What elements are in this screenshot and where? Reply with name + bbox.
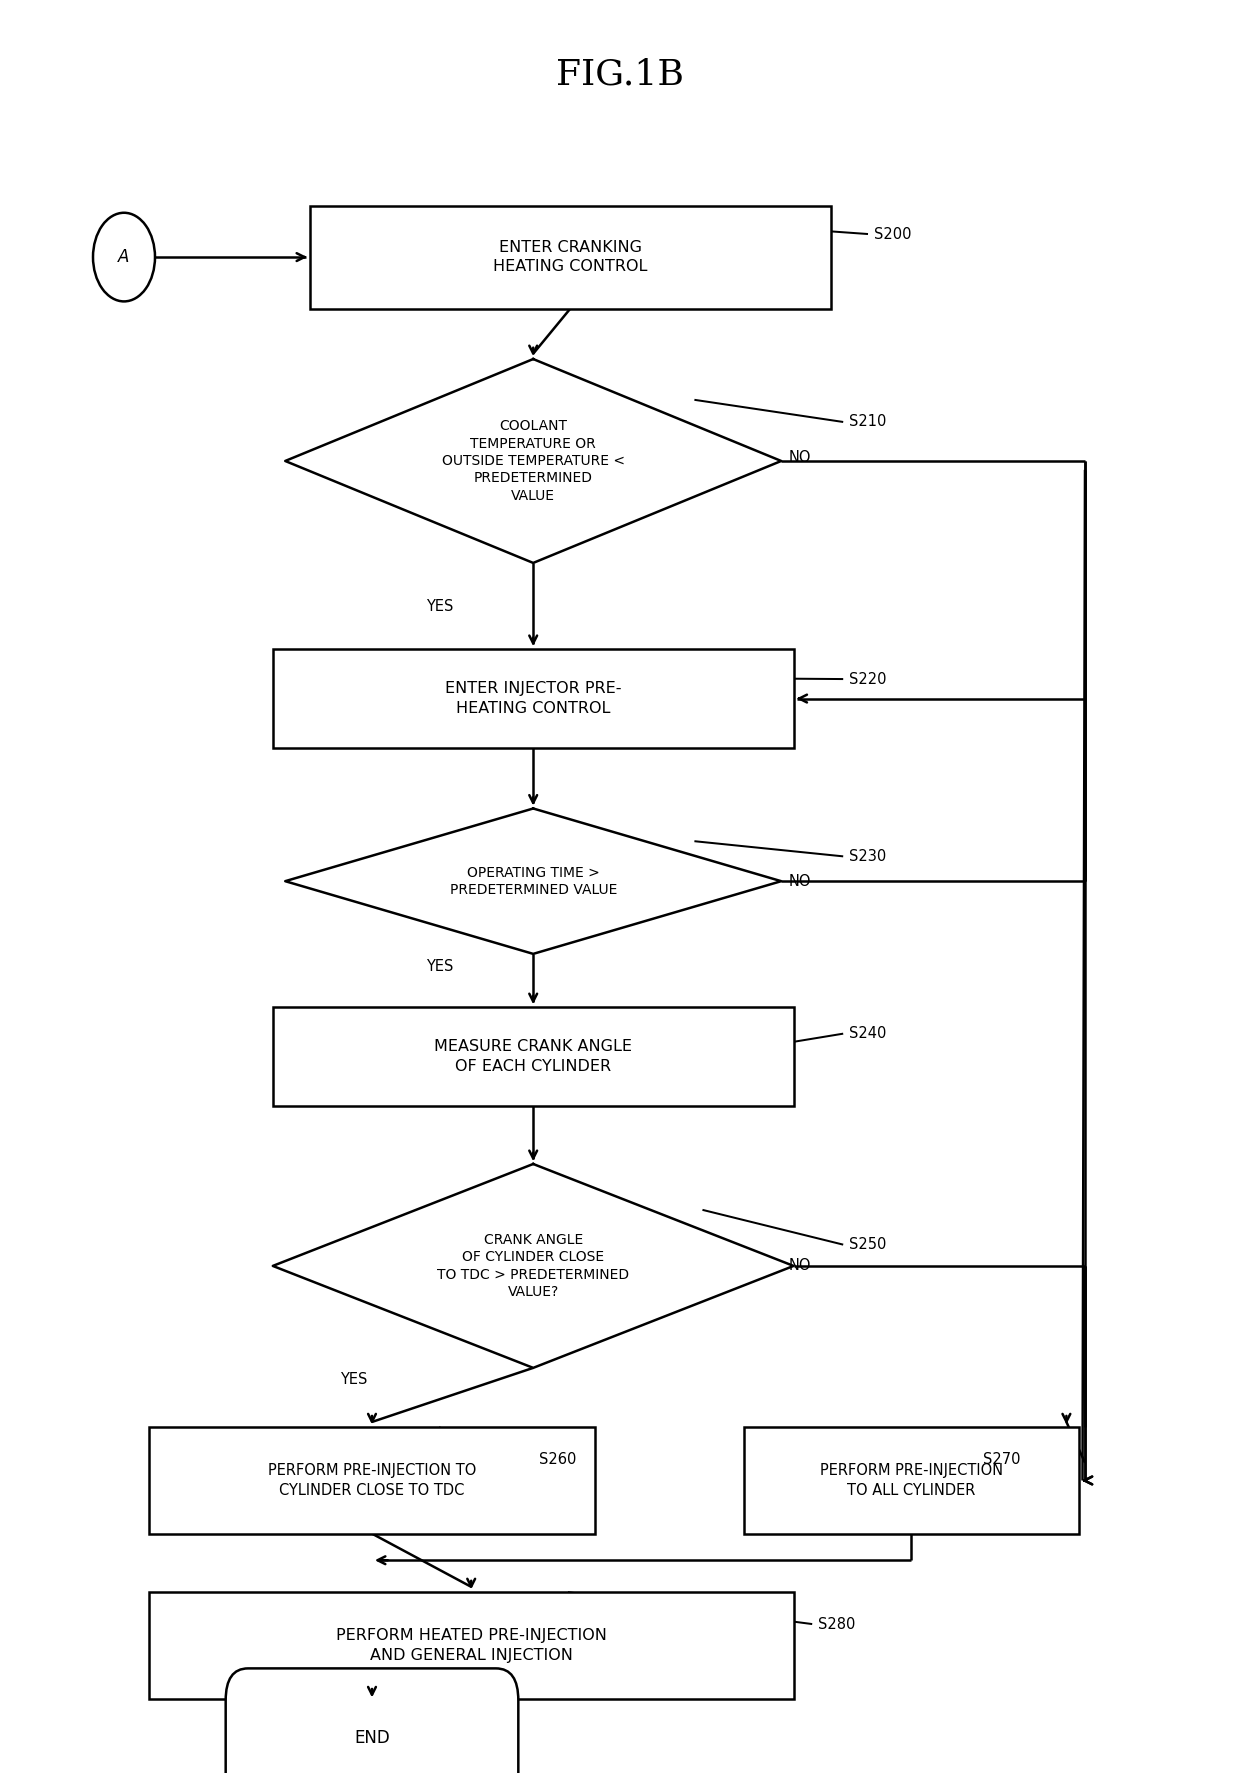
Text: YES: YES [340, 1372, 367, 1386]
Polygon shape [273, 1165, 794, 1369]
Text: ENTER INJECTOR PRE-
HEATING CONTROL: ENTER INJECTOR PRE- HEATING CONTROL [445, 681, 621, 716]
Text: FIG.1B: FIG.1B [556, 57, 684, 92]
FancyBboxPatch shape [744, 1427, 1079, 1534]
Text: A: A [118, 248, 130, 266]
Text: S240: S240 [849, 1027, 887, 1041]
Polygon shape [285, 808, 781, 954]
Text: OPERATING TIME >
PREDETERMINED VALUE: OPERATING TIME > PREDETERMINED VALUE [450, 865, 616, 897]
Text: MEASURE CRANK ANGLE
OF EACH CYLINDER: MEASURE CRANK ANGLE OF EACH CYLINDER [434, 1039, 632, 1074]
Text: PERFORM PRE-INJECTION
TO ALL CYLINDER: PERFORM PRE-INJECTION TO ALL CYLINDER [820, 1463, 1003, 1498]
Text: S280: S280 [818, 1617, 856, 1631]
Text: S210: S210 [849, 415, 887, 429]
Text: S220: S220 [849, 672, 887, 686]
Text: YES: YES [427, 959, 454, 973]
Text: S250: S250 [849, 1238, 887, 1252]
FancyBboxPatch shape [149, 1427, 595, 1534]
FancyBboxPatch shape [149, 1592, 794, 1699]
FancyBboxPatch shape [273, 1007, 794, 1106]
Text: S200: S200 [874, 227, 911, 241]
Text: END: END [355, 1729, 389, 1746]
FancyBboxPatch shape [226, 1668, 518, 1773]
Text: S230: S230 [849, 849, 887, 863]
Circle shape [93, 213, 155, 301]
Text: S260: S260 [539, 1452, 577, 1466]
Text: NO: NO [789, 1259, 811, 1273]
Text: CRANK ANGLE
OF CYLINDER CLOSE
TO TDC > PREDETERMINED
VALUE?: CRANK ANGLE OF CYLINDER CLOSE TO TDC > P… [438, 1232, 629, 1300]
Text: S270: S270 [983, 1452, 1021, 1466]
Text: YES: YES [427, 599, 454, 613]
FancyBboxPatch shape [273, 649, 794, 748]
Text: COOLANT
TEMPERATURE OR
OUTSIDE TEMPERATURE <
PREDETERMINED
VALUE: COOLANT TEMPERATURE OR OUTSIDE TEMPERATU… [441, 420, 625, 502]
Polygon shape [285, 360, 781, 564]
Text: NO: NO [789, 874, 811, 888]
FancyBboxPatch shape [310, 206, 831, 309]
Text: PERFORM HEATED PRE-INJECTION
AND GENERAL INJECTION: PERFORM HEATED PRE-INJECTION AND GENERAL… [336, 1628, 606, 1663]
Text: NO: NO [789, 450, 811, 465]
Text: PERFORM PRE-INJECTION TO
CYLINDER CLOSE TO TDC: PERFORM PRE-INJECTION TO CYLINDER CLOSE … [268, 1463, 476, 1498]
Text: ENTER CRANKING
HEATING CONTROL: ENTER CRANKING HEATING CONTROL [494, 239, 647, 275]
